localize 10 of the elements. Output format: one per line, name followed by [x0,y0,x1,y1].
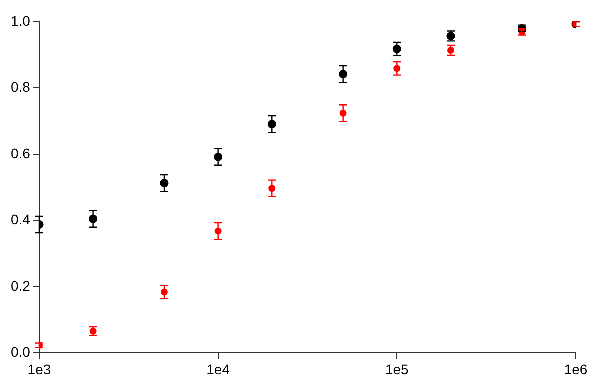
y-tick-label: 0.8 [10,79,31,96]
x-tick-label: 1e3 [28,361,52,378]
y-tick-label: 0.2 [10,278,31,294]
x-tick-label: 1e6 [564,361,588,378]
y-tick-label: 1.0 [10,12,31,29]
x-tick-label: 1e5 [385,361,410,378]
y-tick-label: 0.4 [10,212,31,228]
x-tick-label: 1e4 [206,361,230,378]
y-tick-label: 0.6 [10,145,31,162]
y-tick-label: 0.0 [10,344,31,360]
